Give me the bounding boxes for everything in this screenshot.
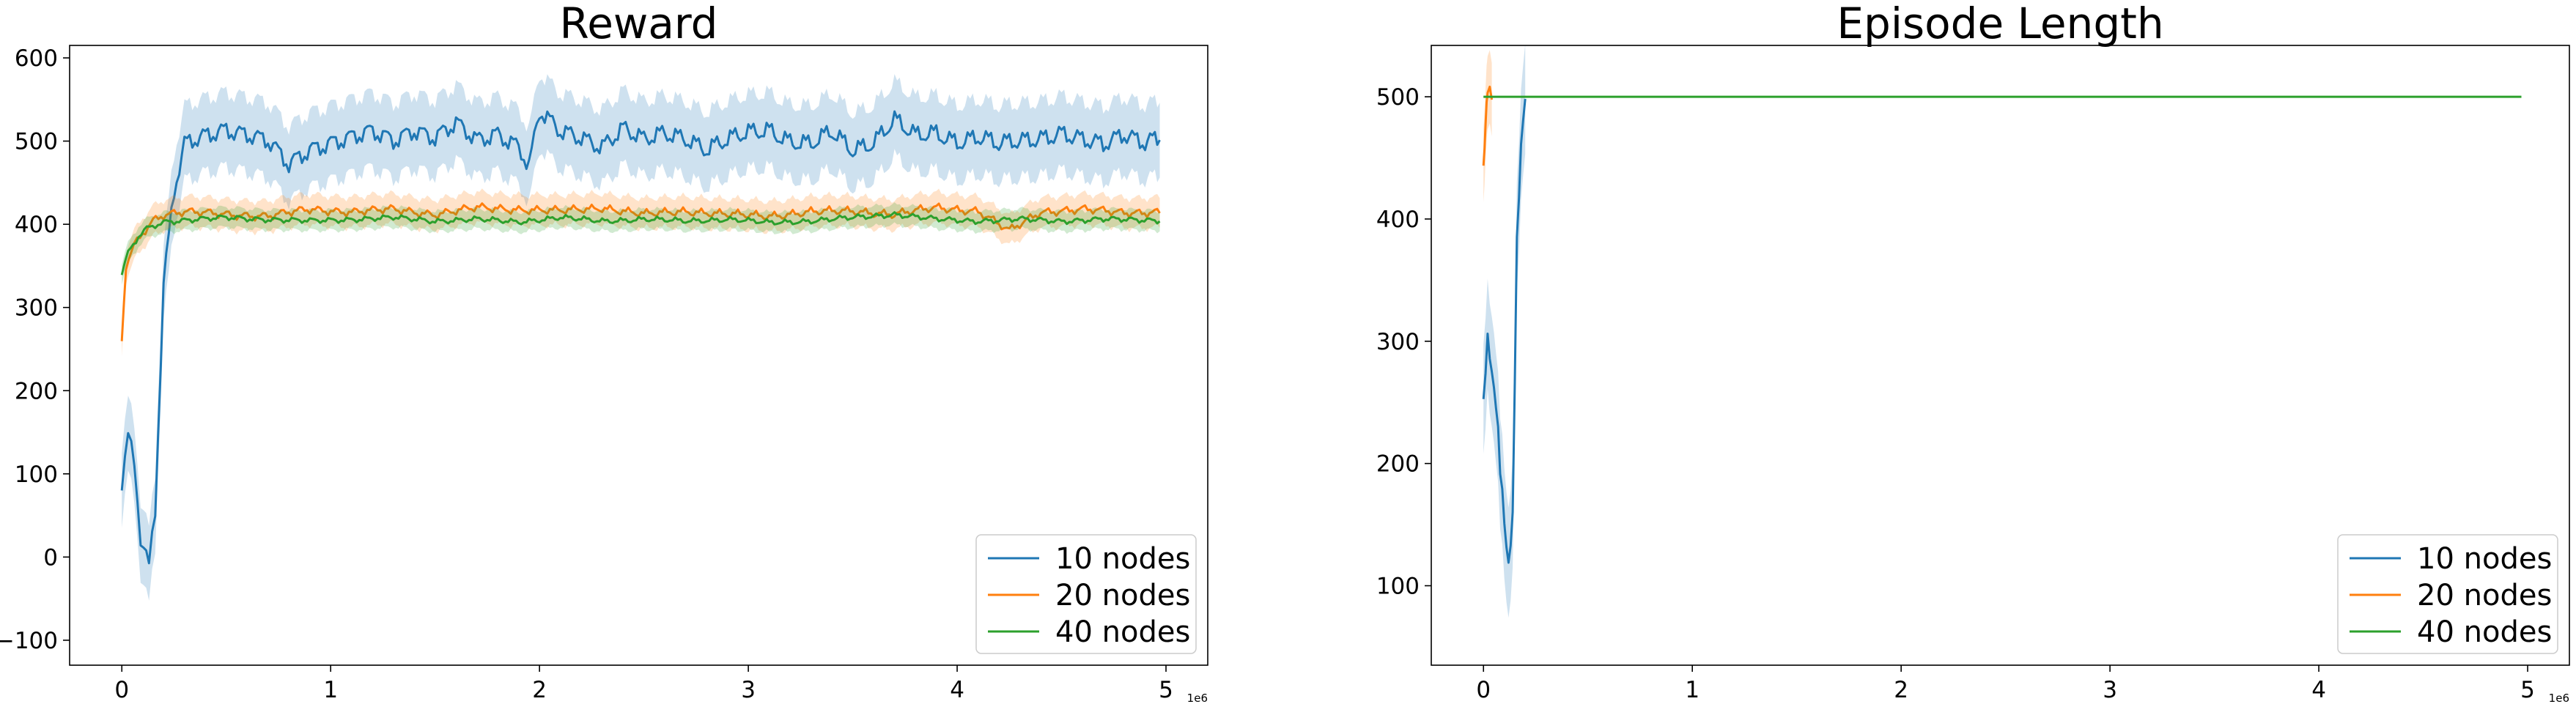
y-tick-label: 100: [1376, 574, 1420, 600]
x-tick-label: 1: [323, 677, 338, 703]
y-tick-label: 100: [15, 462, 58, 488]
series-band-0: [1483, 45, 1526, 618]
x-tick-label: 5: [1159, 677, 1173, 703]
legend-label-0: 10 nodes: [1055, 542, 1190, 576]
legend-box: [975, 534, 1197, 654]
x-tick-label: 0: [114, 677, 129, 703]
legend-box: [2337, 534, 2558, 654]
chart-title: Reward: [560, 0, 718, 48]
legend-label-0: 10 nodes: [2417, 542, 2552, 576]
plot-area: [120, 74, 1161, 601]
chart-title: Episode Length: [1837, 0, 2163, 48]
series-band-1: [122, 188, 1160, 357]
series-line-0: [120, 110, 1161, 565]
series-line-2: [120, 211, 1161, 275]
x-tick-label: 5: [2520, 677, 2535, 703]
y-tick-label: 600: [15, 45, 58, 72]
y-tick-label: 300: [1376, 329, 1420, 355]
series-band-2: [122, 202, 1160, 285]
legend-label-2: 40 nodes: [2417, 615, 2552, 649]
y-tick-label: 500: [15, 129, 58, 155]
x-tick-label: 2: [532, 677, 547, 703]
legend-label-2: 40 nodes: [1055, 615, 1190, 649]
series-band-0: [122, 74, 1160, 601]
x-offset-label: 1e6: [2549, 692, 2569, 705]
y-tick-label: 400: [15, 212, 58, 238]
x-tick-label: 2: [1894, 677, 1908, 703]
plot-area: [1482, 45, 2522, 618]
y-tick-label: −100: [0, 628, 58, 654]
y-tick-label: 200: [15, 378, 58, 404]
series-line-1: [1482, 85, 1494, 166]
y-tick-label: 0: [43, 544, 58, 571]
y-tick-label: 400: [1376, 207, 1420, 233]
x-tick-label: 3: [741, 677, 756, 703]
y-tick-label: 500: [1376, 84, 1420, 111]
reward-chart: Reward 0 1 2 3 4 5 1e6 −100 0 100 200 300 400 500 600 10…: [0, 0, 1208, 705]
series-line-0: [1482, 98, 1527, 564]
legend-label-1: 20 nodes: [1055, 579, 1190, 612]
axes-frame: [69, 45, 1208, 666]
x-tick-label: 0: [1476, 677, 1491, 703]
x-tick-label: 3: [2103, 677, 2117, 703]
legend-label-1: 20 nodes: [2417, 579, 2552, 612]
y-tick-label: 200: [1376, 451, 1420, 478]
x-tick-label: 1: [1685, 677, 1700, 703]
axes-frame: [1431, 45, 2570, 666]
y-tick-label: 300: [15, 295, 58, 322]
x-offset-label: 1e6: [1187, 692, 1208, 705]
x-tick-label: 4: [2311, 677, 2326, 703]
series-line-1: [120, 202, 1161, 341]
episode-length-chart: Episode Length 0 1 2 3 4 5 1e6 100 200 300 400 500 10…: [1376, 0, 2570, 705]
x-tick-label: 4: [950, 677, 964, 703]
